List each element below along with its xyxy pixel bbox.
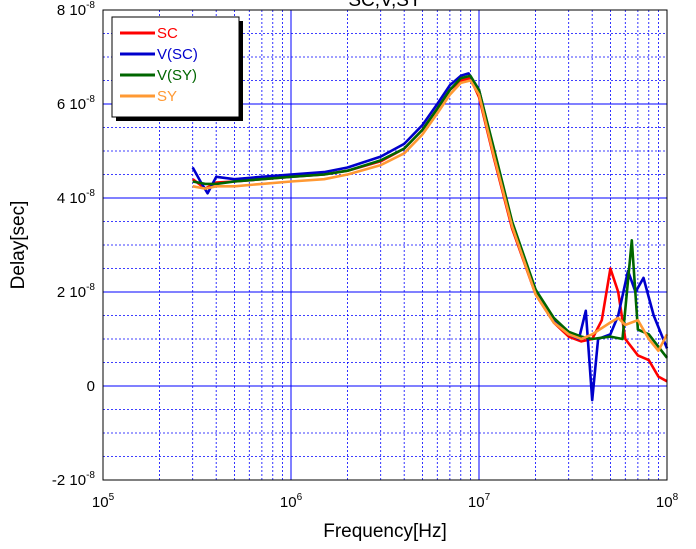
x-tick-label: 108 (656, 492, 679, 511)
legend-label: V(SY) (157, 67, 197, 84)
y-axis-title: Delay[sec] (8, 201, 29, 290)
tick-labels: 105 106 107 108 8 10-8 6 10-8 4 10-8 2 10-8 0 -2 … (52, 0, 679, 511)
legend: SC V(SC) V(SY) SY (111, 16, 243, 121)
series-line-3 (192, 79, 669, 353)
legend-label: SY (157, 88, 177, 105)
legend-label: V(SC) (157, 46, 198, 63)
series-lines (191, 72, 669, 402)
series-line-2 (192, 74, 669, 359)
legend-label: SC (157, 25, 178, 42)
y-tick-label: 2 10-8 (57, 282, 96, 301)
y-tick-label: 6 10-8 (57, 94, 96, 113)
y-tick-label: 8 10-8 (57, 0, 96, 19)
x-tick-label: 107 (468, 492, 491, 511)
plot-frame (102, 9, 668, 481)
x-tick-label: 106 (280, 492, 303, 511)
y-tick-label: -2 10-8 (52, 470, 96, 489)
chart-title: SC,V,SY (348, 0, 422, 11)
x-tick-label: 105 (92, 492, 115, 511)
legend-items: SC V(SC) V(SY) SY (120, 25, 198, 105)
y-tick-label: 0 (87, 378, 95, 395)
y-tick-label: 4 10-8 (57, 188, 96, 207)
x-axis-title: Frequency[Hz] (323, 521, 447, 542)
